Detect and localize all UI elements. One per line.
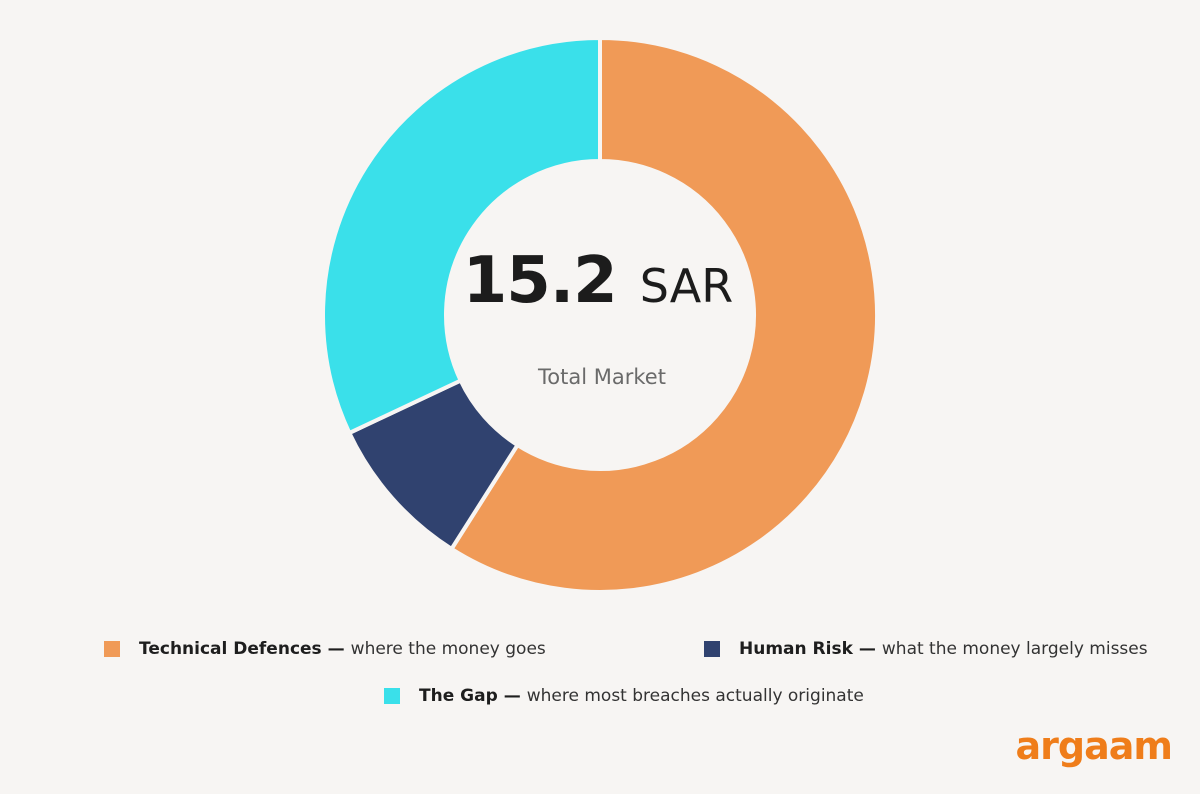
donut-slices <box>321 35 879 594</box>
legend-series-description: where the money goes <box>350 639 546 659</box>
legend-series-name: Human Risk <box>739 639 853 659</box>
legend-separator: — <box>327 639 345 659</box>
legend-separator: — <box>503 686 521 706</box>
legend-swatch <box>704 641 720 657</box>
donut-slice-technical-defences <box>448 35 879 594</box>
legend-swatch <box>104 641 120 657</box>
center-label: Total Market <box>537 365 666 389</box>
center-total: 15.2 SAR <box>463 244 733 318</box>
center-value: 15.2 <box>463 244 617 318</box>
legend-series-description: where most breaches actually originate <box>526 686 864 706</box>
legend-separator: — <box>858 639 876 659</box>
legend-swatch <box>384 688 400 704</box>
center-unit: SAR <box>640 259 733 313</box>
donut-slice-the-gap <box>321 35 602 436</box>
legend-item-the-gap: The Gap — where most breaches actually o… <box>384 686 864 706</box>
donut-chart: 15.2 SAR Total Market <box>321 35 879 594</box>
legend-series-name: The Gap <box>419 686 498 706</box>
legend-item-technical-defences: Technical Defences — where the money goe… <box>104 639 546 659</box>
argaam-logo: argaam <box>1015 724 1173 768</box>
legend-item-human-risk: Human Risk — what the money largely miss… <box>704 639 1148 659</box>
legend-series-description: what the money largely misses <box>881 639 1148 659</box>
legend-series-name: Technical Defences <box>139 639 322 659</box>
